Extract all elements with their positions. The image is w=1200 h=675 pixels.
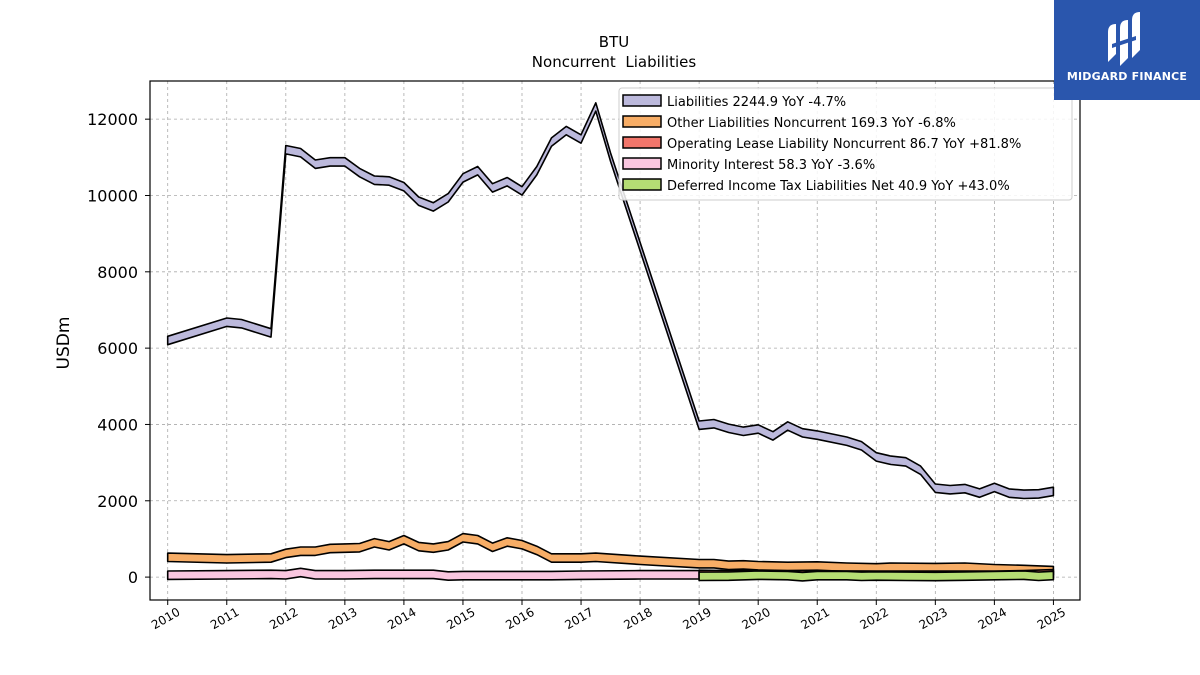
y-tick-label: 8000 xyxy=(97,263,138,282)
x-tick-label: 2020 xyxy=(739,605,772,632)
legend-swatch xyxy=(622,157,662,170)
x-tick-label: 2022 xyxy=(858,605,891,632)
legend-label: Deferred Income Tax Liabilities Net 40.9… xyxy=(667,179,1010,194)
y-tick-label: 2000 xyxy=(97,492,138,511)
legend-label: Other Liabilities Noncurrent 169.3 YoY -… xyxy=(667,116,956,131)
x-tick-label: 2016 xyxy=(503,605,536,632)
chart-subtitle: Noncurrent Liabilities xyxy=(532,53,697,71)
series-layer xyxy=(166,102,1055,582)
x-tick-label: 2017 xyxy=(562,605,595,632)
legend-swatch xyxy=(622,94,662,107)
legend-label: Operating Lease Liability Noncurrent 86.… xyxy=(667,137,1021,152)
legend-label: Liabilities 2244.9 YoY -4.7% xyxy=(667,95,846,110)
x-tick-label: 2021 xyxy=(799,605,832,632)
brand-logo: MIDGARD FINANCE xyxy=(1054,0,1200,100)
x-tick-label: 2012 xyxy=(267,605,300,632)
x-tick-label: 2011 xyxy=(208,605,241,632)
x-tick-label: 2010 xyxy=(149,605,182,632)
x-tick-label: 2014 xyxy=(385,605,418,632)
plot-frame xyxy=(149,80,1081,601)
x-tick-label: 2023 xyxy=(917,605,950,632)
x-tick-label: 2024 xyxy=(976,605,1009,632)
y-tick-label: 10000 xyxy=(87,186,138,205)
x-tick-label: 2018 xyxy=(621,605,654,632)
y-axis-label: USDm xyxy=(54,317,74,370)
series-band-4 xyxy=(698,570,1055,582)
y-tick-label: 12000 xyxy=(87,110,138,129)
series-band-0 xyxy=(166,102,1055,500)
legend-swatch xyxy=(622,178,662,191)
y-tick-label: 4000 xyxy=(97,415,138,434)
legend-label: Minority Interest 58.3 YoY -3.6% xyxy=(667,158,875,173)
x-tick-label: 2013 xyxy=(326,605,359,632)
legend-swatch xyxy=(622,136,662,149)
y-tick-label: 0 xyxy=(128,568,138,587)
y-tick-label: 6000 xyxy=(97,339,138,358)
chart-title: BTU xyxy=(599,33,629,51)
x-tick-label: 2019 xyxy=(680,605,713,632)
series-band-3 xyxy=(166,567,700,581)
legend-swatch xyxy=(622,115,662,128)
legend: Liabilities 2244.9 YoY -4.7% Other Liabil… xyxy=(618,87,1073,201)
x-tick-label: 2025 xyxy=(1035,605,1068,632)
midgard-logo-icon xyxy=(1108,12,1140,66)
x-tick-label: 2015 xyxy=(444,605,477,632)
brand-name: MIDGARD FINANCE xyxy=(1066,70,1188,83)
legend-box xyxy=(618,87,1073,201)
